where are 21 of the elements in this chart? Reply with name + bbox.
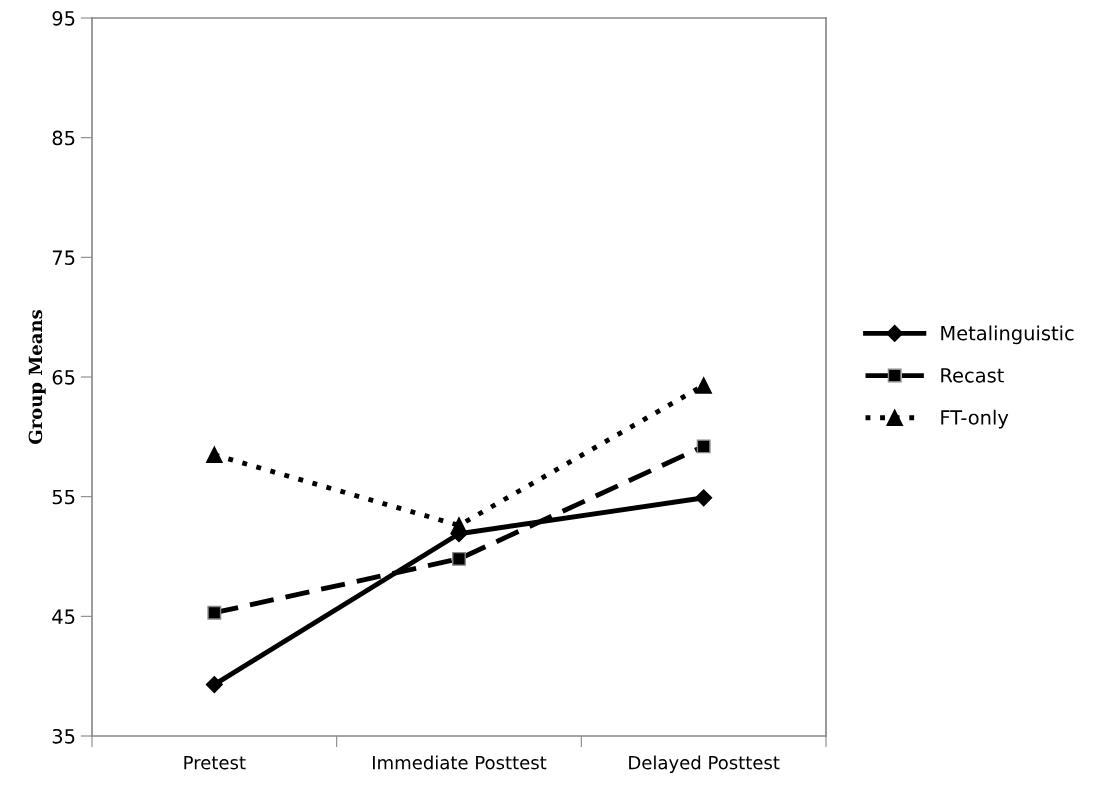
legend-label: FT-only bbox=[941, 409, 1009, 429]
y-tick-label: 75 bbox=[52, 250, 75, 265]
y-tick-label: 65 bbox=[52, 369, 75, 385]
x-tick-label: Immediate Posttest bbox=[373, 755, 547, 770]
point bbox=[205, 675, 223, 694]
x-tick-label: Pretest bbox=[184, 756, 246, 770]
point bbox=[696, 439, 711, 454]
y-tick-label: 95 bbox=[52, 10, 75, 26]
legend-label: Metalinguistic bbox=[941, 325, 1074, 345]
point bbox=[695, 489, 713, 507]
point bbox=[207, 605, 222, 620]
point bbox=[205, 446, 223, 464]
y-tick-label: 35 bbox=[52, 728, 75, 744]
x-tick-label: Delayed Posttest bbox=[629, 755, 780, 773]
point bbox=[695, 377, 713, 394]
point bbox=[452, 551, 466, 566]
y-axis-title: Group Means bbox=[28, 310, 46, 444]
y-tick-label: 45 bbox=[52, 609, 75, 624]
y-tick-label: 85 bbox=[52, 130, 75, 146]
y-tick-label: 55 bbox=[52, 489, 75, 505]
legend-label: Recast bbox=[941, 368, 1004, 383]
